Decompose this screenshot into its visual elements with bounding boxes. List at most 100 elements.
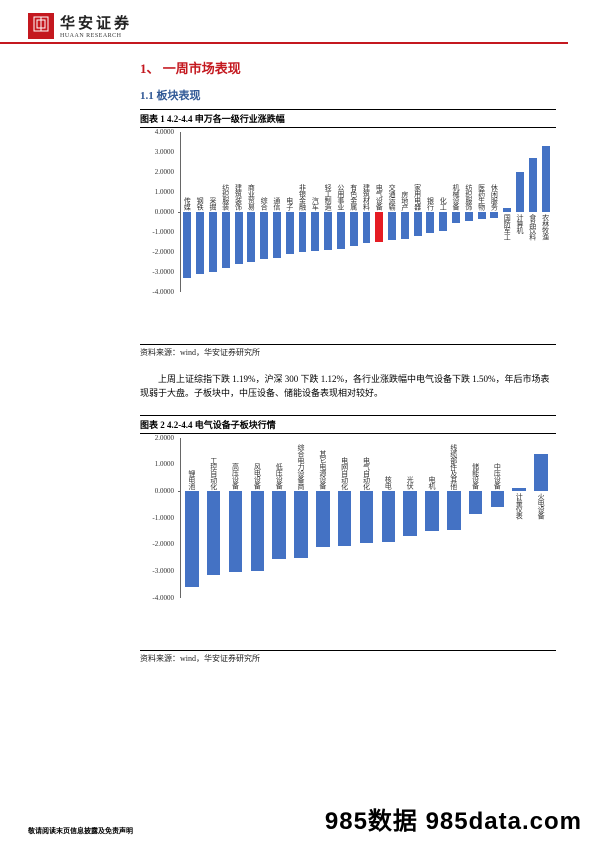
bar-rect <box>338 491 352 546</box>
bar-category-label: 房地产 <box>400 191 410 211</box>
bar: 轻工制造 <box>324 132 332 292</box>
bar: 电气自动化 <box>360 438 374 598</box>
page-footer: 敬请阅读末页信息披露及免责声明 985数据 985data.com <box>0 801 596 836</box>
bar: 计量仪表 <box>512 438 526 598</box>
bar-category-label: 综合电力设备商 <box>296 444 306 490</box>
bar-category-label: 医药生物 <box>477 184 487 210</box>
bar: 电子 <box>286 132 294 292</box>
bar: 线缆部件及其他 <box>447 438 461 598</box>
bar-rect <box>272 491 286 559</box>
plot-area: 锂电池工控自动化高压设备风电设备低压设备综合电力设备商其它电源设备电网自动化电气… <box>180 438 552 598</box>
bar-rect <box>382 491 396 542</box>
bar-rect <box>207 491 221 575</box>
bar: 电气设备 <box>375 132 383 292</box>
bar: 农林牧渔 <box>542 132 550 292</box>
bar: 锂电池 <box>185 438 199 598</box>
plot-area: 传媒钢铁采掘纺织服装建筑装饰商业贸易综合通信电子非银金融汽车轻工制造公用事业有色… <box>180 132 552 292</box>
content-area: 1、 一周市场表现 1.1 板块表现 图表 1 4.2-4.4 申万各一级行业涨… <box>0 44 596 664</box>
logo-glyph <box>33 16 49 35</box>
y-tick-label: 0.0000 <box>140 487 174 495</box>
bar-category-label: 国防军工 <box>502 214 512 240</box>
chart2-title: 图表 2 4.2-4.4 电气设备子板块行情 <box>140 415 556 434</box>
bar-category-label: 电机 <box>427 476 437 489</box>
bar: 传媒 <box>183 132 191 292</box>
bar: 建筑装饰 <box>235 132 243 292</box>
bar: 综合电力设备商 <box>294 438 308 598</box>
y-tick-label: 2.0000 <box>140 168 174 176</box>
bar-category-label: 商业贸易 <box>246 184 256 210</box>
bar-rect <box>350 212 358 246</box>
bar-rect <box>324 212 332 250</box>
bar-rect <box>316 491 330 547</box>
chart1: -4.0000-3.0000-2.0000-1.00000.00001.0000… <box>140 132 556 342</box>
bar-category-label: 电气自动化 <box>361 457 371 490</box>
bar-rect <box>469 491 483 514</box>
y-tick-label: 2.0000 <box>140 434 174 442</box>
bar-category-label: 银行 <box>425 197 435 210</box>
bar-rect <box>247 212 255 262</box>
bar-category-label: 电气设备 <box>374 184 384 210</box>
bar: 银行 <box>426 132 434 292</box>
bar-rect <box>209 212 217 272</box>
bar-category-label: 火电设备 <box>536 493 546 519</box>
bar-rect <box>478 212 486 219</box>
bar: 核电 <box>382 438 396 598</box>
y-tick-label: -3.0000 <box>140 567 174 575</box>
y-tick-label: -4.0000 <box>140 594 174 602</box>
bar: 风电设备 <box>251 438 265 598</box>
bar-category-label: 纺织服装 <box>221 184 231 210</box>
bar: 交通运输 <box>388 132 396 292</box>
brand-text: 华安证券 HUAAN RESEARCH <box>60 12 132 39</box>
bar-rect <box>260 212 268 259</box>
bar: 休闲服务 <box>490 132 498 292</box>
bar: 房地产 <box>401 132 409 292</box>
bar: 纺织服装 <box>222 132 230 292</box>
bar: 低压设备 <box>272 438 286 598</box>
bar-category-label: 食品饮料 <box>528 214 538 240</box>
bar-rect <box>491 491 505 507</box>
bar: 其它电源设备 <box>316 438 330 598</box>
bar-rect <box>251 491 265 571</box>
bar-category-label: 轻工制造 <box>323 184 333 210</box>
bar: 高压设备 <box>229 438 243 598</box>
bar-category-label: 线缆部件及其他 <box>449 444 459 490</box>
bar-rect <box>185 491 199 587</box>
bar-category-label: 储能设备 <box>471 463 481 489</box>
bar: 工控自动化 <box>207 438 221 598</box>
y-tick-label: 1.0000 <box>140 188 174 196</box>
bar-category-label: 高压设备 <box>231 463 241 489</box>
bar-category-label: 锂电池 <box>187 470 197 490</box>
brand-name-cn: 华安证券 <box>60 12 132 33</box>
bar: 机械设备 <box>452 132 460 292</box>
bar: 国防军工 <box>503 132 511 292</box>
footer-disclaimer: 敬请阅读末页信息披露及免责声明 <box>28 826 133 836</box>
bar-category-label: 电子 <box>285 197 295 210</box>
bar: 公用事业 <box>337 132 345 292</box>
bar-rect <box>516 172 524 212</box>
bar: 中压设备 <box>491 438 505 598</box>
bar-rect <box>414 212 422 236</box>
y-tick-label: 4.0000 <box>140 128 174 136</box>
bar-rect <box>337 212 345 249</box>
bar-rect <box>465 212 473 221</box>
bar: 商业贸易 <box>247 132 255 292</box>
bar: 有色金属 <box>350 132 358 292</box>
brand-logo <box>28 13 54 39</box>
bar: 纺织服饰 <box>465 132 473 292</box>
section-heading-2: 1.1 板块表现 <box>140 87 556 103</box>
bar-category-label: 综合 <box>259 197 269 210</box>
bar: 电机 <box>425 438 439 598</box>
bar-rect <box>403 491 417 536</box>
y-tick-label: 0.0000 <box>140 208 174 216</box>
bar-category-label: 机械设备 <box>451 184 461 210</box>
bar-rect <box>183 212 191 278</box>
bar-rect <box>439 212 447 231</box>
chart2: -4.0000-3.0000-2.0000-1.00000.00001.0000… <box>140 438 556 648</box>
bar-rect <box>286 212 294 254</box>
chart2-source: 资料来源：wind，华安证券研究所 <box>140 650 556 664</box>
bar-category-label: 建筑装饰 <box>234 184 244 210</box>
bar-category-label: 纺织服饰 <box>464 184 474 210</box>
bar: 家用电器 <box>414 132 422 292</box>
chart1-source: 资料来源：wind，华安证券研究所 <box>140 344 556 358</box>
bar-rect <box>196 212 204 274</box>
